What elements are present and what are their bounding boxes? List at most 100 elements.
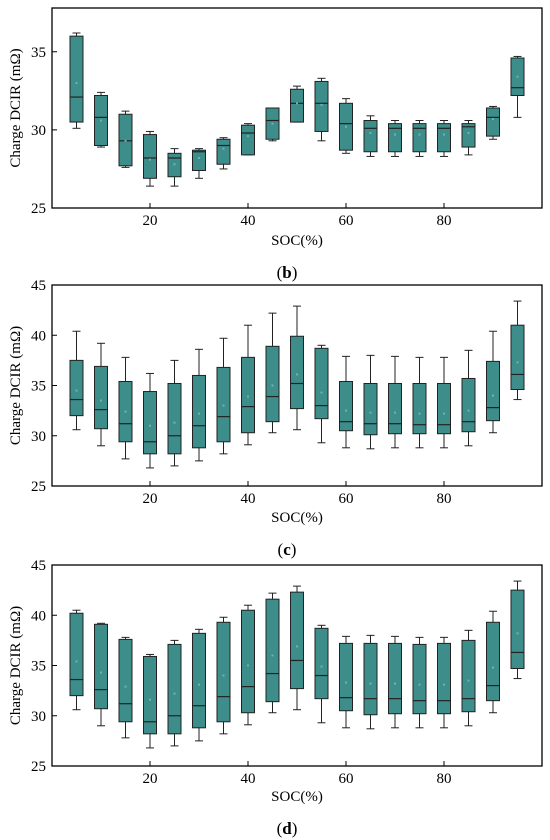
box-iqr [192, 149, 206, 171]
box-plot [461, 629, 476, 727]
box-iqr [192, 374, 206, 449]
panel-label: (d) [277, 819, 298, 838]
box-iqr [216, 621, 231, 723]
box-iqr [314, 80, 329, 132]
y-tick-label: 30 [31, 709, 46, 725]
mean-marker [369, 682, 372, 685]
box-plot [118, 356, 133, 460]
mean-marker [320, 665, 323, 668]
mean-marker [345, 681, 347, 684]
box-plot [265, 592, 280, 714]
mean-marker [149, 158, 151, 161]
box-plot [510, 55, 525, 118]
x-tick-label: 60 [339, 491, 354, 507]
mean-marker [516, 361, 519, 364]
mean-marker [173, 163, 176, 166]
mean-marker [198, 412, 200, 415]
mean-marker [516, 632, 519, 635]
mean-marker [271, 654, 274, 657]
box-plot [69, 330, 84, 431]
box-plot [363, 115, 378, 157]
x-tick-label: 40 [241, 771, 256, 787]
box-plot [388, 635, 402, 729]
box-iqr [94, 365, 108, 430]
panel-label: (c) [278, 540, 297, 559]
box-iqr [265, 598, 280, 703]
y-tick-label: 35 [31, 659, 46, 675]
box-iqr [339, 380, 353, 432]
box-plot [461, 349, 476, 447]
mean-marker [100, 119, 102, 122]
box-plot [412, 636, 427, 729]
mean-marker [443, 683, 445, 686]
box-plot [290, 85, 304, 123]
box-iqr [216, 366, 231, 443]
mean-marker [369, 132, 372, 134]
box-plot [94, 342, 108, 447]
mean-marker [100, 399, 102, 402]
mean-marker [75, 82, 78, 84]
box-iqr [143, 134, 157, 179]
box-plot [241, 604, 255, 726]
x-tick-label: 80 [437, 491, 452, 507]
box-iqr [486, 360, 500, 422]
mean-marker [247, 664, 249, 667]
box-iqr [314, 627, 329, 700]
box-plot [94, 622, 108, 727]
box-iqr [69, 612, 84, 697]
box-iqr [510, 324, 525, 391]
mean-marker [443, 133, 445, 136]
box-iqr [94, 623, 108, 710]
mean-marker [467, 409, 470, 412]
box-plot [339, 635, 353, 729]
box-iqr [363, 382, 378, 436]
box-plot [192, 628, 206, 742]
mean-marker [418, 683, 421, 686]
mean-marker [75, 389, 78, 392]
box-iqr [412, 123, 427, 153]
box-iqr [461, 377, 476, 433]
mean-marker [198, 683, 200, 686]
x-axis-title: SOC(%) [271, 789, 323, 805]
x-tick-label: 20 [143, 491, 158, 507]
mean-marker [345, 125, 347, 128]
x-tick-label: 60 [339, 213, 354, 229]
box-iqr [118, 638, 133, 723]
box-plot [265, 107, 280, 142]
box-plot [314, 344, 329, 444]
panel-label: (b) [277, 263, 298, 282]
mean-marker [271, 122, 274, 125]
box-plot [339, 98, 353, 154]
mean-marker [149, 424, 151, 427]
mean-marker [345, 409, 347, 412]
mean-marker [271, 384, 274, 387]
y-tick-label: 35 [31, 45, 46, 61]
box-plot [167, 639, 182, 747]
box-plot [118, 636, 133, 739]
y-tick-label: 30 [31, 123, 46, 139]
x-axis-title: SOC(%) [271, 233, 323, 249]
box-iqr [290, 591, 304, 690]
box-iqr [510, 589, 525, 670]
x-tick-label: 20 [143, 213, 158, 229]
x-tick-label: 80 [437, 771, 452, 787]
box-plot [314, 77, 329, 142]
box-iqr [69, 35, 84, 123]
box-plot [437, 636, 451, 729]
box-plot [363, 354, 378, 450]
x-tick-label: 20 [143, 771, 158, 787]
mean-marker [296, 645, 298, 648]
box-iqr [143, 391, 157, 455]
mean-marker [75, 660, 78, 663]
y-tick-label: 45 [31, 278, 46, 294]
box-plot [192, 348, 206, 462]
box-plot [314, 624, 329, 724]
box-plot [461, 120, 476, 156]
y-axis-title: Charge DCIR (mΩ) [8, 606, 24, 725]
box-iqr [388, 642, 402, 715]
mean-marker [222, 147, 225, 150]
y-tick-label: 25 [31, 479, 46, 495]
box-plot [363, 634, 378, 730]
box-iqr [69, 359, 84, 417]
